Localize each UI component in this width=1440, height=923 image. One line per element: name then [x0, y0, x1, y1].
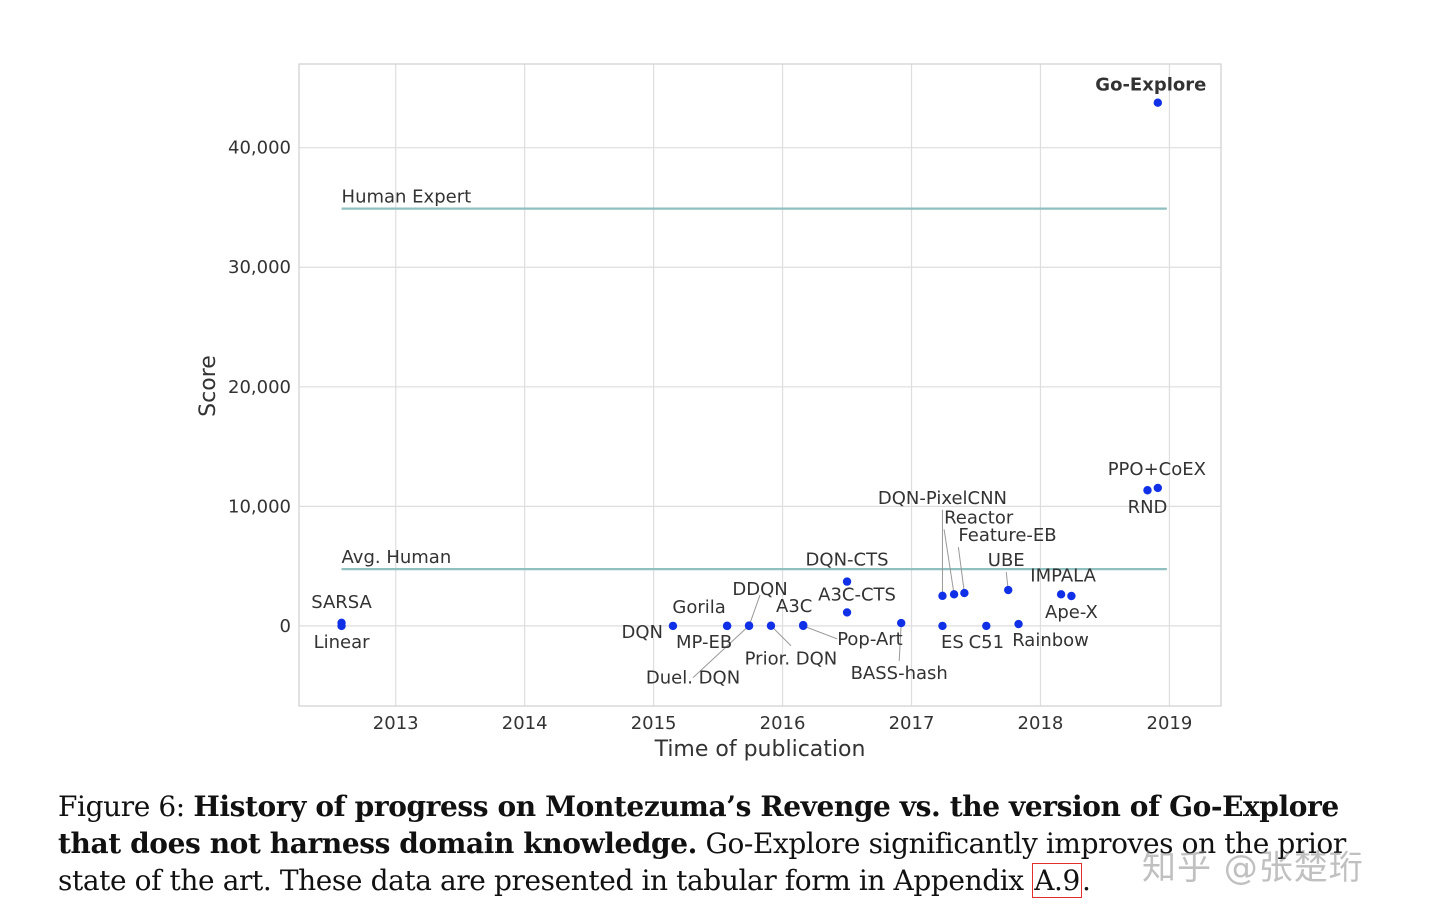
- data-point: [938, 621, 947, 631]
- data-point: [842, 577, 852, 586]
- leader-line: [898, 623, 902, 662]
- x-tick-label: 2015: [631, 713, 677, 734]
- caption-title: History of progress on Montezuma’s Reven…: [58, 790, 1339, 860]
- point-label: IMPALA: [1030, 565, 1096, 586]
- figure-caption: Figure 6: History of progress on Montezu…: [58, 788, 1378, 899]
- point-label: DQN-PixelCNN: [878, 488, 1007, 509]
- point-label: Linear: [314, 632, 371, 653]
- data-point: [1153, 483, 1163, 493]
- x-tick-label: 2017: [889, 713, 935, 734]
- data-points: [337, 98, 1163, 631]
- watermark: 知乎 @张楚珩: [1142, 848, 1364, 888]
- leader-line: [803, 625, 838, 640]
- data-point: [1004, 585, 1013, 595]
- point-label: SARSA: [311, 592, 372, 613]
- caption-suffix: .: [1081, 864, 1091, 897]
- x-tick-label: 2014: [502, 713, 548, 734]
- data-point: [744, 621, 754, 630]
- point-label: Pop-Art: [837, 629, 903, 650]
- reference-line-label: Avg. Human: [342, 547, 452, 568]
- y-tick-label: 40,000: [228, 138, 291, 159]
- point-label: A3C-CTS: [818, 584, 896, 605]
- leader-line: [748, 594, 761, 627]
- data-point: [1143, 486, 1152, 495]
- leader-lines: [692, 509, 1009, 679]
- x-tick-label: 2018: [1018, 713, 1064, 734]
- point-label: Go-Explore: [1095, 75, 1206, 96]
- data-point: [938, 591, 947, 601]
- leader-line: [770, 625, 792, 647]
- point-label: Reactor: [944, 507, 1014, 528]
- appendix-link[interactable]: A.9: [1032, 863, 1082, 898]
- data-point: [897, 618, 906, 628]
- caption-text: Go-Explore significantly improves on the…: [58, 827, 1346, 897]
- data-point: [668, 621, 678, 631]
- data-point: [1153, 98, 1163, 107]
- point-label: Duel. DQN: [646, 668, 740, 689]
- plot-frame: [298, 63, 1222, 707]
- y-tick-label: 30,000: [228, 257, 291, 278]
- point-label: RND: [1128, 497, 1168, 518]
- point-label: Ape-X: [1045, 602, 1098, 623]
- data-point: [798, 621, 808, 631]
- point-label: ES: [941, 632, 964, 653]
- point-label: C51: [969, 632, 1004, 653]
- y-tick-label: 20,000: [228, 377, 291, 398]
- reference-lines: Human Expert Avg. Human: [341, 187, 1167, 571]
- leader-line: [957, 547, 965, 594]
- x-tick-label: 2019: [1147, 713, 1193, 734]
- tick-labels: 2013 2014 2015 2016 2017 2018 2019 0 10,000 20,00…: [228, 138, 1192, 734]
- point-label: PPO+CoEX: [1108, 459, 1206, 480]
- leader-line: [692, 625, 750, 679]
- data-point: [337, 621, 346, 631]
- y-axis-label: Score: [196, 355, 221, 417]
- point-label: Feature-EB: [958, 525, 1056, 546]
- caption-prefix: Figure 6:: [58, 790, 194, 823]
- data-point: [982, 621, 991, 631]
- data-point: [949, 590, 959, 599]
- point-label: Prior. DQN: [745, 649, 838, 670]
- point-label: MP-EB: [676, 632, 732, 653]
- scatter-chart: Human Expert Avg. Human SARSA Linear DQN Gor…: [196, 63, 1222, 762]
- data-point: [766, 621, 776, 630]
- point-labels: SARSA Linear DQN Gorila MP-EB DDQN Duel. DQNPr…: [311, 75, 1206, 689]
- point-label: BASS-hash: [851, 663, 948, 684]
- x-tick-label: 2016: [760, 713, 806, 734]
- point-label: DQN-CTS: [806, 550, 889, 571]
- data-point: [1056, 590, 1066, 599]
- x-tick-label: 2013: [373, 713, 419, 734]
- data-point: [1067, 591, 1076, 601]
- y-tick-label: 10,000: [228, 496, 291, 517]
- data-point: [960, 588, 969, 598]
- x-axis-label: Time of publication: [654, 737, 866, 762]
- data-point: [1014, 619, 1023, 629]
- leader-line: [943, 529, 955, 595]
- data-point: [722, 621, 732, 631]
- grid: [299, 64, 1221, 706]
- reference-line-label: Human Expert: [342, 187, 472, 208]
- point-label: A3C: [776, 596, 812, 617]
- point-label: DQN: [621, 622, 663, 643]
- point-label: Gorila: [672, 597, 725, 618]
- point-label: DDQN: [732, 579, 787, 600]
- data-point: [842, 608, 852, 617]
- point-label: Rainbow: [1012, 630, 1089, 651]
- y-tick-label: 0: [280, 616, 291, 637]
- point-label: UBE: [988, 550, 1025, 571]
